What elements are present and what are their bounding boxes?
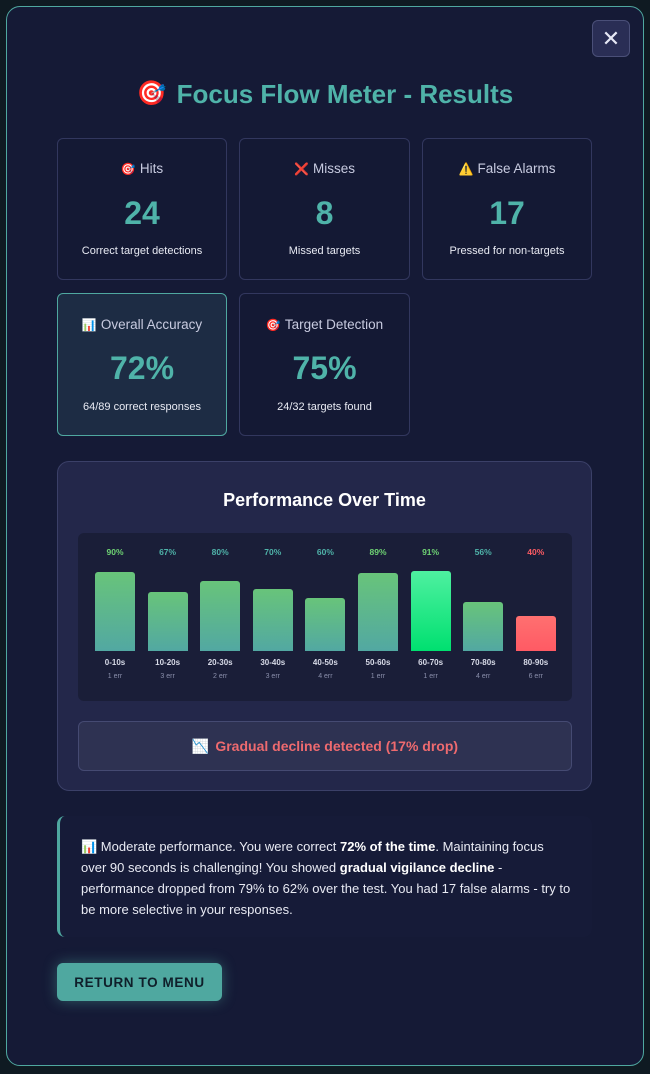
hits-description: Correct target detections [81, 245, 203, 257]
cross-icon: ❌ [294, 162, 309, 176]
bar-error-label: 3 err [265, 673, 280, 680]
bar-value-label: 70% [264, 547, 282, 557]
target-detection-label: Target Detection [284, 317, 384, 332]
target-icon: 🎯 [120, 162, 136, 176]
overall-accuracy-label: Overall Accuracy [100, 317, 203, 332]
decline-text: Gradual decline detected (17% drop) [215, 738, 459, 754]
bar-category-label: 20-30s [207, 658, 233, 667]
bar-error-label: 4 err [318, 673, 333, 680]
bar-chart-icon: 📊 [81, 318, 97, 332]
false-alarms-label: False Alarms [477, 161, 556, 176]
performance-title: Performance Over Time [223, 490, 426, 510]
chart-bar [200, 580, 241, 651]
bar-error-label: 2 err [212, 673, 228, 680]
overall-accuracy-description: 64/89 correct responses [82, 401, 201, 413]
target-icon: 🎯 [265, 318, 281, 332]
misses-value: 8 [315, 195, 334, 231]
bar-chart-icon: 📊 [81, 839, 98, 854]
bar-value-label: 80% [211, 547, 229, 557]
hits-card: 🎯 Hits 24 Correct target detections [57, 138, 227, 280]
bar-category-label: 50-60s [365, 658, 391, 667]
misses-label: Misses [312, 161, 355, 176]
chart-bar [358, 572, 398, 651]
bar-error-label: 4 err [475, 673, 491, 680]
chart-bar [410, 570, 451, 651]
performance-panel: Performance Over Time 90% 0-10s 1 err 67% 10… [57, 461, 592, 791]
misses-card: ❌ Misses 8 Missed targets [239, 138, 410, 280]
bar-error-label: 1 err [370, 673, 386, 680]
bar-error-label: 3 err [160, 673, 175, 680]
target-detection-card: 🎯 Target Detection 75% 24/32 targets foun… [239, 293, 410, 436]
target-detection-description: 24/32 targets found [277, 401, 372, 413]
close-icon: ✕ [601, 25, 621, 51]
bar-category-label: 80-90s [523, 658, 549, 667]
results-title: 🎯 Focus Flow Meter - Results [0, 77, 650, 111]
hits-label: Hits [139, 161, 164, 176]
bar-value-label: 91% [422, 547, 440, 557]
bar-value-label: 56% [474, 547, 492, 557]
performance-chart: 90% 0-10s 1 err 67% 10-20s 3 err 80% 20-30s 2 er… [78, 533, 572, 701]
bar-value-label: 67% [159, 547, 177, 557]
hits-value: 24 [124, 195, 160, 231]
summary-accuracy-highlight: 72% of the time [339, 839, 436, 854]
bar-value-label: 90% [106, 547, 124, 557]
false-alarms-value: 17 [489, 195, 525, 231]
false-alarms-card: ⚠️ False Alarms 17 Pressed for non-target… [422, 138, 592, 280]
false-alarms-description: Pressed for non-targets [449, 245, 565, 257]
bar-category-label: 40-50s [312, 658, 338, 667]
return-to-menu-button[interactable]: RETURN TO MENU [57, 963, 222, 1001]
overall-accuracy-value: 72% [109, 350, 175, 386]
overall-accuracy-card: 📊 Overall Accuracy 72% 64/89 correct resp… [57, 293, 227, 436]
chart-bar [252, 589, 293, 651]
chart-bar [463, 601, 504, 651]
summary-text: . Maintaining focus over 90 seconds is c… [81, 839, 544, 875]
chart-bar [305, 598, 346, 651]
misses-description: Missed targets [288, 245, 361, 257]
bar-value-label: 60% [316, 547, 334, 557]
bar-error-label: 6 err [528, 673, 543, 680]
bar-category-label: 60-70s [418, 658, 444, 667]
chart-bar [515, 615, 556, 651]
decline-alert: 📉 Gradual decline detected (17% drop) [78, 721, 572, 771]
chart-decreasing-icon: 📉 [191, 737, 210, 754]
performance-summary: 📊 Moderate performance. You were correct… [57, 816, 592, 937]
bar-error-label: 1 err [423, 673, 438, 680]
summary-text: - performance dropped from 79% to 62% ov… [81, 860, 571, 917]
page-title: Focus Flow Meter - Results [176, 78, 514, 109]
summary-text: Moderate performance. You were correct [97, 839, 340, 854]
chart-bar [95, 571, 135, 651]
bar-category-label: 0-10s [104, 658, 126, 667]
bar-category-label: 30-40s [260, 658, 286, 667]
summary-decline-highlight: gradual vigilance decline [339, 860, 495, 875]
bar-category-label: 10-20s [155, 658, 181, 667]
close-button[interactable]: ✕ [592, 20, 630, 57]
bar-error-label: 1 err [107, 673, 123, 680]
bar-category-label: 70-80s [470, 658, 496, 667]
bar-value-label: 40% [527, 547, 545, 557]
bar-value-label: 89% [369, 547, 387, 557]
chart-bar [147, 592, 188, 651]
target-icon: 🎯 [136, 80, 167, 107]
target-detection-value: 75% [292, 350, 357, 386]
warning-icon: ⚠️ [458, 162, 474, 176]
